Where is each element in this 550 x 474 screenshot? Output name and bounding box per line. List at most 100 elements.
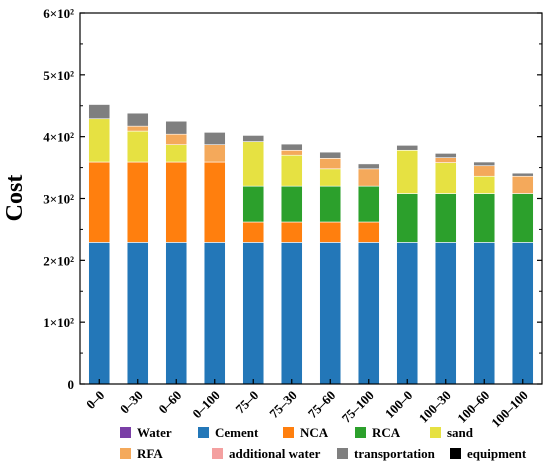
bar-segment-sand	[88, 118, 111, 163]
bar-segment-transportation	[165, 120, 188, 135]
x-tick-label: 0–0	[83, 388, 107, 412]
bar-segment-rfa	[357, 168, 380, 187]
bar-segment-sand	[396, 149, 419, 194]
legend-swatch-additional-water	[212, 448, 223, 459]
bar-segment-transportation	[434, 153, 457, 158]
bar-segment-transportation	[473, 161, 496, 167]
bar-segment-cement	[126, 242, 149, 385]
bar-segment-rca	[280, 185, 303, 223]
bar-segment-transportation	[511, 172, 534, 177]
bar-segment-transportation	[242, 135, 265, 142]
bar-segment-rca	[473, 193, 496, 243]
x-tick-label: 75–30	[266, 388, 300, 422]
legend-label: transportation	[354, 446, 436, 461]
bar-segment-rfa	[126, 125, 149, 132]
x-tick-label: 75–100	[339, 388, 377, 426]
x-tick-label: 75–60	[305, 388, 339, 422]
bar-segment-transportation	[203, 132, 226, 146]
bar-segment-nca	[280, 221, 303, 243]
bar-segment-nca	[357, 221, 380, 243]
x-tick-label: 0–30	[117, 388, 146, 417]
bar-segment-rca	[511, 193, 534, 243]
bar-segment-cement	[280, 242, 303, 385]
x-tick-label: 100–30	[416, 388, 454, 426]
bar-segment-rca	[319, 185, 342, 223]
legend-label: RCA	[372, 425, 401, 440]
legend-swatch-rca	[355, 427, 366, 438]
bar-segment-cement	[165, 242, 188, 385]
bar-segment-sand	[280, 154, 303, 187]
bar-segment-transportation	[126, 112, 149, 127]
bar-segment-cement	[242, 242, 265, 385]
bar-segment-nca	[203, 161, 226, 243]
legend-label: sand	[447, 425, 474, 440]
y-tick-label: 5×10²	[43, 68, 74, 83]
legend-swatch-rfa	[120, 448, 131, 459]
x-tick-label: 100–60	[454, 388, 492, 426]
legend-swatch-water	[120, 427, 131, 438]
legend-label: RFA	[137, 446, 163, 461]
x-tick-label: 100–100	[488, 388, 531, 431]
bar-segment-sand	[319, 168, 342, 187]
legend-label: Water	[137, 425, 172, 440]
y-tick-label: 1×10²	[43, 315, 74, 330]
bar-segment-sand	[473, 175, 496, 194]
bar-segment-rfa	[319, 158, 342, 170]
bar-segment-rfa	[165, 133, 188, 146]
plot-area	[88, 104, 534, 385]
bar-segment-cement	[511, 242, 534, 385]
bar-segment-sand	[242, 141, 265, 187]
bar-segment-rca	[357, 185, 380, 223]
bar-segment-rfa	[511, 175, 534, 194]
legend-label: Cement	[215, 425, 259, 440]
y-tick-label: 3×10²	[43, 192, 74, 207]
legend-label: equipment	[467, 446, 527, 461]
plot-frame	[79, 12, 543, 385]
bar-segment-nca	[126, 161, 149, 243]
bar-segment-rca	[434, 193, 457, 243]
bar-segment-cement	[88, 242, 111, 385]
legend-swatch-sand	[430, 427, 441, 438]
bar-segment-cement	[357, 242, 380, 385]
bar-segment-cement	[434, 242, 457, 385]
bar-segment-cement	[319, 242, 342, 385]
x-tick-label: 75–0	[232, 388, 261, 417]
bar-segment-transportation	[357, 163, 380, 170]
bar-segment-transportation	[280, 143, 303, 151]
x-axis-ticks: 0–0 0–30 0–60 0–100 75–0 75–30 75–60 75–100 100–…	[83, 379, 531, 430]
y-axis-ticks: 0 1×10² 2×10² 3×10² 4×10² 5×10² 6×10²	[43, 6, 542, 392]
y-tick-label: 4×10²	[43, 130, 74, 145]
bar-segment-cement	[203, 242, 226, 385]
legend-label: additional water	[229, 446, 321, 461]
legend-swatch-cement	[198, 427, 209, 438]
bar-segment-cement	[396, 242, 419, 385]
legend: Water Cement NCA RCA sand RFA additional water…	[120, 425, 527, 461]
bar-segment-transportation	[319, 151, 342, 159]
y-axis-label: Cost	[2, 175, 28, 222]
bar-segment-rfa	[203, 144, 226, 163]
y-tick-label: 0	[68, 377, 75, 392]
x-tick-label: 0–60	[155, 388, 184, 417]
bar-segment-sand	[165, 144, 188, 163]
legend-label: NCA	[300, 425, 329, 440]
bar-segment-nca	[319, 221, 342, 243]
y-tick-label: 2×10²	[43, 253, 74, 268]
bar-segment-nca	[88, 161, 111, 243]
bar-segment-sand	[434, 162, 457, 194]
bar-segment-transportation	[88, 104, 111, 120]
legend-swatch-transportation	[337, 448, 348, 459]
bar-segment-nca	[242, 221, 265, 243]
legend-swatch-nca	[283, 427, 294, 438]
x-tick-label: 0–100	[189, 388, 223, 422]
bar-segment-cement	[473, 242, 496, 385]
bar-segment-sand	[126, 130, 149, 163]
bar-segment-rfa	[473, 165, 496, 177]
bar-segment-rca	[396, 193, 419, 243]
bar-segment-rfa	[434, 157, 457, 163]
bar-segment-transportation	[396, 145, 419, 151]
legend-swatch-equipment	[450, 448, 461, 459]
x-tick-label: 100–0	[382, 388, 416, 422]
bar-segment-nca	[165, 161, 188, 243]
y-tick-label: 6×10²	[43, 6, 74, 21]
